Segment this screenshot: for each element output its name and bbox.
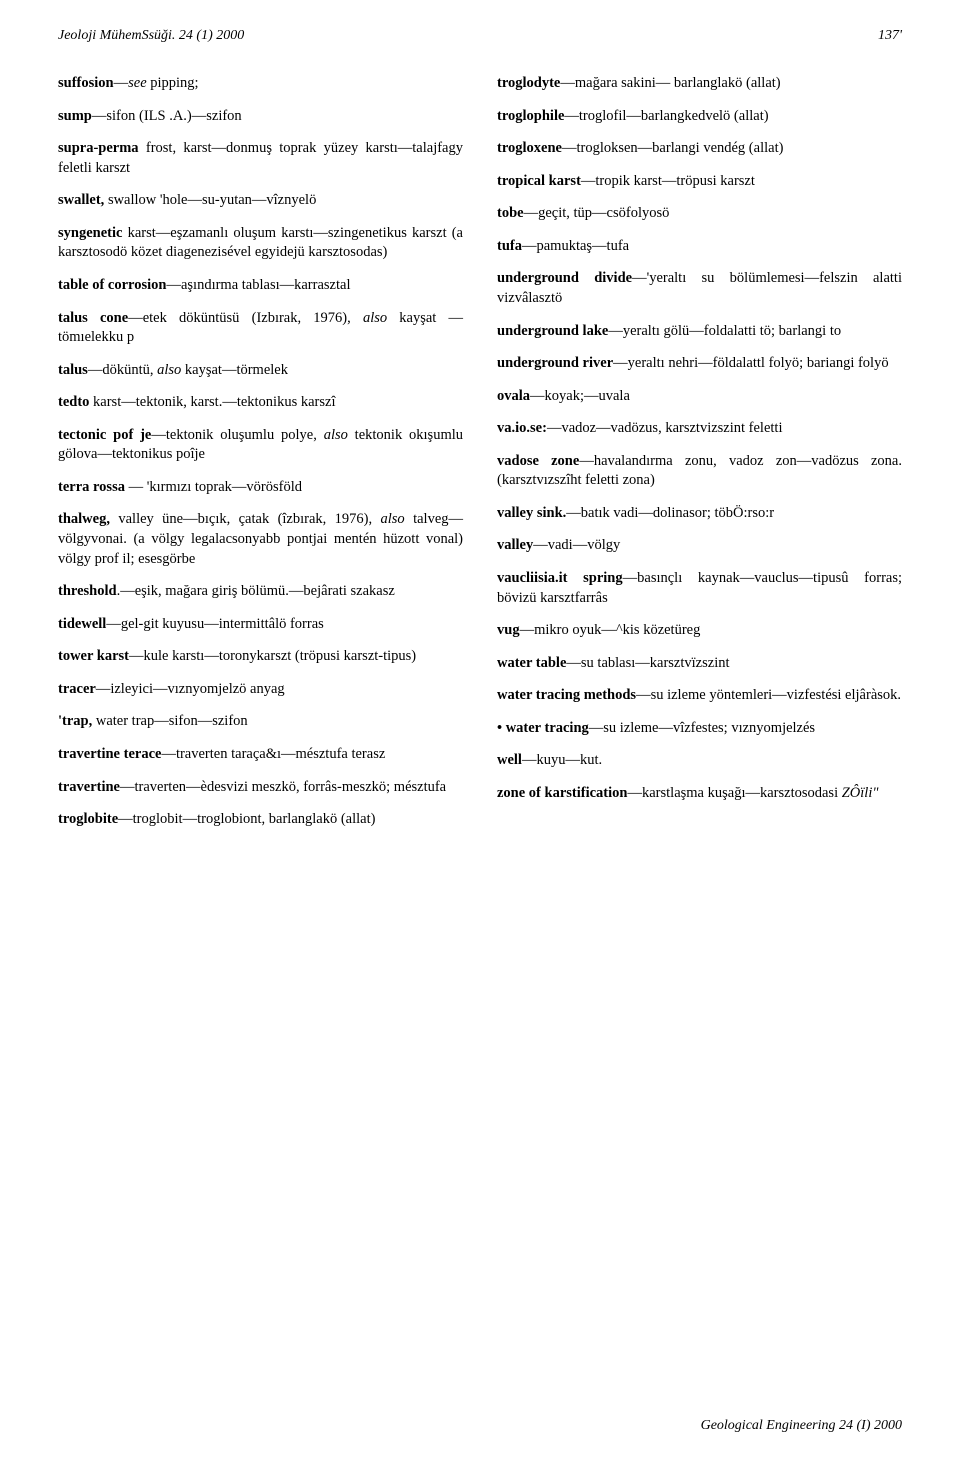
glossary-entry: tufa—pamuktaş—tufa (497, 237, 902, 257)
glossary-entry: tobe—geçit, tüp—csöfolyosö (497, 204, 902, 224)
glossary-entry: table of corrosion—aşındırma tablası—kar… (58, 276, 463, 296)
page-footer: Geological Engineering 24 (I) 2000 (701, 1418, 902, 1434)
glossary-entry: well—kuyu—kut. (497, 751, 902, 771)
glossary-entry: ovala—koyak;—uvala (497, 387, 902, 407)
glossary-entry: tectonic pof je—tektonik oluşumlu polye,… (58, 426, 463, 465)
glossary-entry: travertine terace—traverten taraça&ı—més… (58, 745, 463, 765)
glossary-entry: underground divide—'yeraltı su bölümleme… (497, 269, 902, 308)
glossary-entry: tracer—izleyici—vıznyomjelzö anyag (58, 680, 463, 700)
glossary-entry: water table—su tablası—karsztvïzszint (497, 654, 902, 674)
glossary-entry: talus—döküntü, also kayşat—törmelek (58, 361, 463, 381)
glossary-entry: trogloxene—trogloksen—barlangi vendég (a… (497, 139, 902, 159)
glossary-entry: vaucliisia.it spring—basınçlı kaynak—vau… (497, 569, 902, 608)
glossary-entry: suffosion—see pipping; (58, 74, 463, 94)
glossary-entry: sump—sifon (ILS .A.)—szifon (58, 107, 463, 127)
glossary-entry: terra rossa — 'kırmızı toprak—vörösföld (58, 478, 463, 498)
glossary-entry: • water tracing—su izleme—vîzfestes; vız… (497, 719, 902, 739)
glossary-entry: underground river—yeraltı nehri—földalat… (497, 354, 902, 374)
glossary-entry: thalweg, valley üne—bıçık, çatak (îzbıra… (58, 510, 463, 569)
glossary-entry: tropical karst—tropik karst—tröpusi kars… (497, 172, 902, 192)
content-columns: suffosion—see pipping; sump—sifon (ILS .A… (58, 74, 902, 843)
glossary-entry: water tracing methods—su izleme yöntemle… (497, 686, 902, 706)
glossary-entry: talus cone—etek döküntüsü (Izbırak, 1976… (58, 309, 463, 348)
glossary-entry: troglodyte—mağara sakini— barlanglakö (a… (497, 74, 902, 94)
glossary-entry: va.io.se:—vadoz—vadözus, karsztvizszint … (497, 419, 902, 439)
header-left: Jeoloji MühemSsüği. 24 (1) 2000 (58, 28, 244, 44)
page-header: Jeoloji MühemSsüği. 24 (1) 2000 137' (58, 28, 902, 44)
glossary-entry: threshold.—eşik, mağara giriş bölümü.—be… (58, 582, 463, 602)
left-column: suffosion—see pipping; sump—sifon (ILS .A… (58, 74, 463, 843)
glossary-entry: underground lake—yeraltı gölü—foldalatti… (497, 322, 902, 342)
glossary-entry: travertine—traverten—èdesvizi meszkö, fo… (58, 778, 463, 798)
glossary-entry: tower karst—kule karstı—toronykarszt (tr… (58, 647, 463, 667)
glossary-entry: swallet, swallow 'hole—su-yutan—vîznyelö (58, 191, 463, 211)
glossary-entry: supra-perma frost, karst—donmuş toprak y… (58, 139, 463, 178)
glossary-entry: syngenetic karst—eşzamanlı oluşum karstı… (58, 224, 463, 263)
right-column: troglodyte—mağara sakini— barlanglakö (a… (497, 74, 902, 843)
glossary-entry: tedto karst—tektonik, karst.—tektonikus … (58, 393, 463, 413)
glossary-entry: troglobite—troglobit—troglobiont, barlan… (58, 810, 463, 830)
glossary-entry: vadose zone—havalandırma zonu, vadoz zon… (497, 452, 902, 491)
glossary-entry: zone of karstification—karstlaşma kuşağı… (497, 784, 902, 804)
header-right: 137' (878, 28, 902, 44)
glossary-entry: 'trap, water trap—sifon—szifon (58, 712, 463, 732)
glossary-entry: vug—mikro oyuk—^kis közetüreg (497, 621, 902, 641)
glossary-entry: valley—vadi—völgy (497, 536, 902, 556)
glossary-entry: troglophile—troglofil—barlangkedvelö (al… (497, 107, 902, 127)
glossary-entry: tidewell—gel-git kuyusu—intermittâlö for… (58, 615, 463, 635)
glossary-entry: valley sink.—batık vadi—dolinasor; töbÖ:… (497, 504, 902, 524)
